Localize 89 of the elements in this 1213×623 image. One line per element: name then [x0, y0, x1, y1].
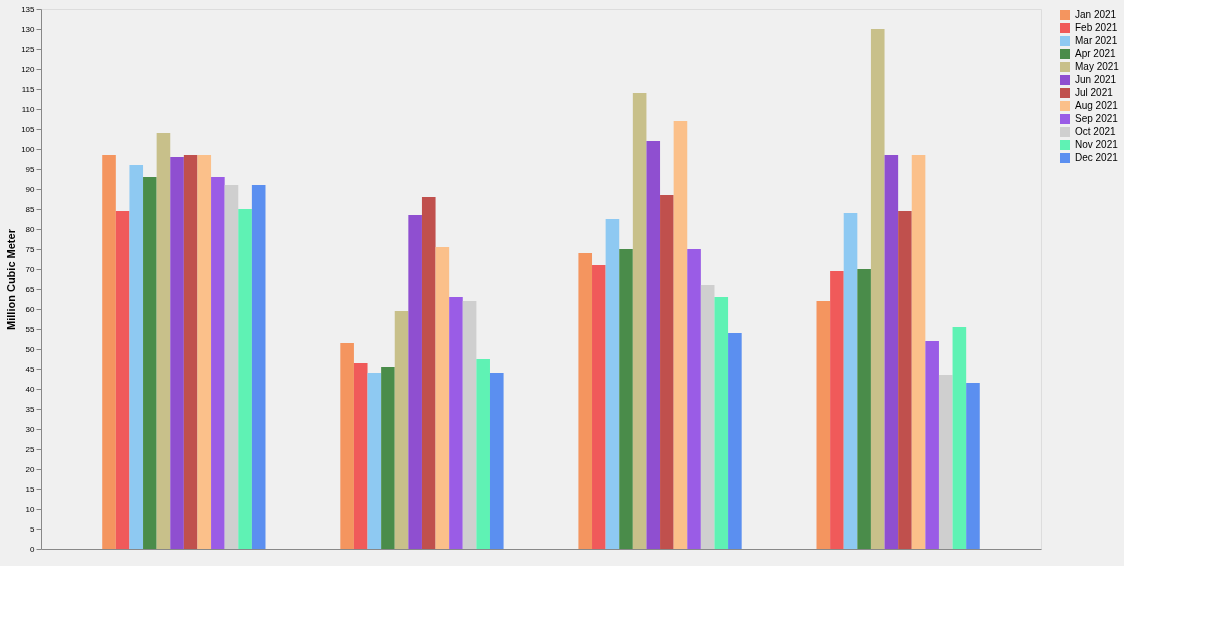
bar	[156, 133, 171, 549]
bar	[646, 141, 661, 549]
bar	[197, 155, 212, 549]
bar	[687, 249, 701, 549]
y-tick-label: 90	[25, 184, 36, 194]
bar	[367, 373, 382, 549]
bar	[238, 209, 252, 549]
y-tick-label: 130	[21, 24, 36, 34]
y-tick-label: 120	[21, 64, 36, 74]
y-tick-label: 115	[21, 84, 36, 94]
y-tick-label: 110	[21, 104, 36, 114]
y-tick-label: 50	[25, 344, 36, 354]
legend-label: Oct 2021	[1075, 126, 1117, 137]
bar	[857, 269, 871, 549]
legend-label: Jun 2021	[1075, 74, 1117, 85]
bar	[183, 155, 198, 549]
bar	[830, 271, 844, 549]
legend-label: Feb 2021	[1075, 22, 1118, 33]
bar	[925, 341, 939, 549]
bar	[898, 211, 912, 549]
bar	[340, 343, 354, 549]
legend-label: May 2021	[1075, 61, 1120, 72]
bar	[143, 177, 157, 549]
y-tick-label: 75	[25, 244, 36, 254]
y-tick-label: 80	[25, 224, 36, 234]
legend-label: Jan 2021	[1075, 9, 1117, 20]
bar	[251, 185, 266, 549]
y-tick-label: 25	[25, 444, 36, 454]
legend-label: Apr 2021	[1075, 48, 1117, 59]
y-tick-label: 10	[25, 504, 36, 514]
bar	[632, 93, 647, 549]
y-tick-label: 105	[21, 124, 36, 134]
y-tick-label: 40	[25, 384, 36, 394]
bar	[381, 367, 395, 549]
y-tick-label: 85	[25, 204, 36, 214]
bar	[952, 327, 967, 549]
y-tick-label: 0	[30, 544, 36, 554]
bar	[353, 363, 368, 549]
bar	[394, 311, 409, 549]
y-tick-label: 70	[25, 264, 36, 274]
legend-label: Nov 2021	[1075, 139, 1119, 150]
y-tick-label: 60	[25, 304, 36, 314]
legend-label: Dec 2021	[1075, 152, 1119, 163]
y-tick-label: 125	[21, 44, 36, 54]
bar	[129, 165, 144, 549]
y-tick-label: 5	[30, 524, 36, 534]
bar	[102, 155, 116, 549]
y-tick-label: 35	[25, 404, 36, 414]
bar	[660, 195, 674, 549]
y-tick-label: 15	[25, 484, 36, 494]
bar	[115, 211, 130, 549]
bar	[489, 373, 504, 549]
legend-label: Aug 2021	[1075, 100, 1119, 111]
bar	[843, 213, 858, 549]
bar	[476, 359, 490, 549]
bar	[728, 333, 742, 549]
bar	[462, 301, 477, 549]
bar	[938, 375, 953, 549]
bar	[592, 265, 606, 549]
legend-label: Jul 2021	[1075, 87, 1114, 98]
bar	[700, 285, 715, 549]
y-tick-label: 95	[25, 164, 36, 174]
bar	[816, 301, 831, 549]
bar	[421, 197, 436, 549]
bar	[870, 29, 885, 549]
bar	[435, 247, 450, 549]
bar	[578, 253, 593, 549]
legend-label: Sep 2021	[1075, 113, 1119, 124]
bar	[605, 219, 620, 549]
bar	[911, 155, 926, 549]
bar	[714, 297, 729, 549]
y-tick-label: 30	[25, 424, 36, 434]
bar	[449, 297, 463, 549]
bar	[884, 155, 899, 549]
bar	[224, 185, 239, 549]
y-tick-label: 135	[21, 4, 36, 14]
bar	[170, 157, 184, 549]
bar	[211, 177, 225, 549]
y-tick-label: 55	[25, 324, 36, 334]
bar	[966, 383, 980, 549]
y-tick-label: 100	[21, 144, 36, 154]
y-tick-label: 65	[25, 284, 36, 294]
bar	[619, 249, 633, 549]
bar	[673, 121, 688, 549]
bar	[408, 215, 422, 549]
legend-label: Mar 2021	[1075, 35, 1118, 46]
y-axis-title: Million Cubic Meter	[5, 228, 18, 330]
y-tick-label: 20	[25, 464, 36, 474]
y-tick-label: 45	[25, 364, 36, 374]
